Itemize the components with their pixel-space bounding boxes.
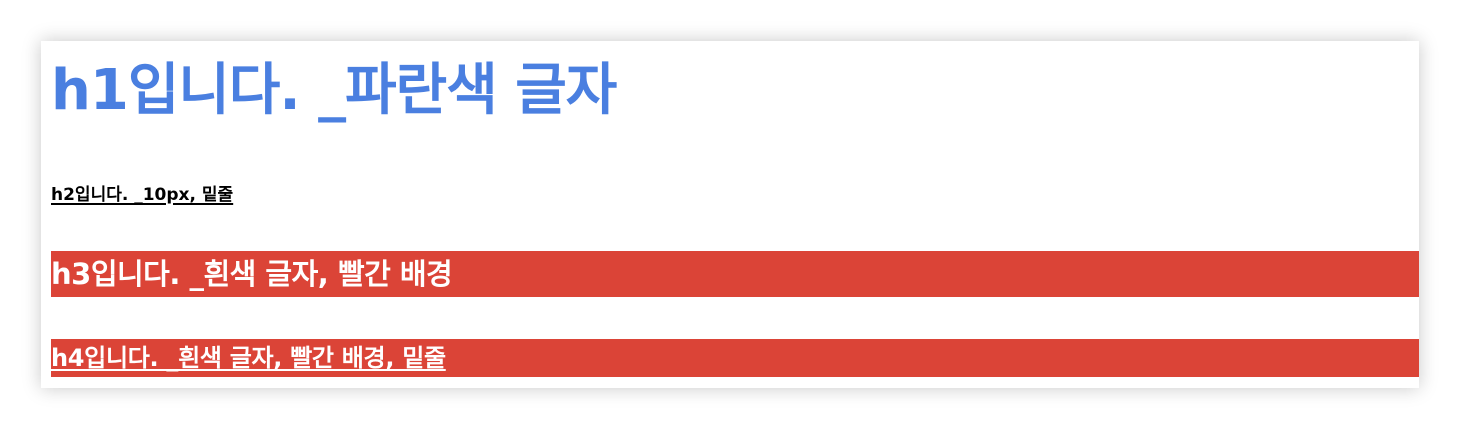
heading-h1: h1입니다. _파란색 글자 xyxy=(51,58,617,123)
heading-h4-text: h4입니다. _흰색 글자, 빨간 배경, 밑줄 xyxy=(51,344,446,372)
heading-h3: h3입니다. _흰색 글자, 빨간 배경 xyxy=(51,251,1419,297)
heading-h3-text: h3입니다. _흰색 글자, 빨간 배경 xyxy=(51,256,453,291)
heading-h4: h4입니다. _흰색 글자, 빨간 배경, 밑줄 xyxy=(51,339,1419,377)
page-content: h1입니다. _파란색 글자 h2입니다. _10px, 밑줄 h3입니다. _… xyxy=(41,41,1419,388)
heading-h2: h2입니다. _10px, 밑줄 xyxy=(51,185,234,205)
